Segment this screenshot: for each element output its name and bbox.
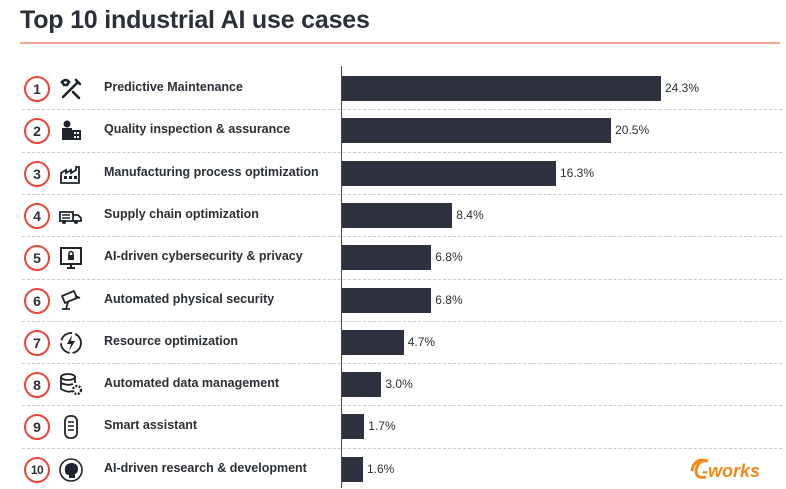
- bar: [342, 245, 432, 271]
- table-row: 4 Supply chain optimization 8.4%: [0, 195, 786, 235]
- bar: [342, 414, 365, 440]
- security-camera-icon: [58, 288, 84, 314]
- value-label: 8.4%: [456, 207, 484, 222]
- rank-badge: 5: [24, 245, 50, 272]
- table-row: 2 Quality inspection & assurance 20.5%: [0, 110, 786, 150]
- table-row: 6 Automated physical security 6.8%: [0, 280, 786, 320]
- rank-badge: 7: [24, 329, 50, 356]
- value-label: 1.6%: [367, 461, 395, 476]
- row-divider: [22, 447, 782, 449]
- value-label: 20.5%: [615, 123, 650, 138]
- table-row: 7 Resource optimization 4.7%: [0, 322, 786, 362]
- bar: [342, 160, 556, 186]
- row-divider: [22, 193, 782, 195]
- table-row: 1 Predictive Maintenance 24.3%: [0, 68, 786, 108]
- bar-axis-line: [341, 66, 342, 488]
- rank-badge: 9: [24, 414, 50, 441]
- e-works-logo: -works: [688, 453, 782, 485]
- category-label: Smart assistant: [104, 418, 198, 433]
- bar: [342, 329, 404, 355]
- database-gear-icon: [58, 372, 84, 398]
- category-label: Manufacturing process optimization: [104, 164, 319, 179]
- value-label: 1.7%: [368, 419, 396, 434]
- rank-badge: 3: [24, 160, 50, 187]
- value-label: 4.7%: [407, 334, 436, 349]
- rank-badge: 8: [24, 372, 50, 399]
- svg-text:-works: -works: [702, 461, 760, 481]
- brain-icon: [58, 457, 84, 483]
- row-divider: [22, 363, 782, 365]
- category-label: Resource optimization: [104, 333, 239, 348]
- bar: [342, 372, 382, 398]
- category-label: Quality inspection & assurance: [104, 122, 291, 137]
- bar: [342, 287, 432, 313]
- rank-badge: 2: [24, 118, 50, 145]
- value-label: 16.3%: [560, 165, 595, 180]
- chart-title: Top 10 industrial AI use cases: [20, 6, 370, 34]
- truck-icon: [58, 203, 84, 229]
- value-label: 6.8%: [435, 250, 463, 265]
- bar: [342, 202, 453, 228]
- factory-icon: [58, 161, 84, 187]
- row-divider: [22, 320, 782, 322]
- row-divider: [22, 151, 782, 153]
- rank-badge: 6: [24, 287, 50, 314]
- tools-icon: [58, 76, 84, 102]
- category-label: AI-driven cybersecurity & privacy: [104, 249, 303, 264]
- row-divider: [22, 405, 782, 407]
- energy-cycle-icon: [58, 330, 84, 356]
- category-label: Automated data management: [104, 376, 280, 391]
- category-label: Predictive Maintenance: [104, 80, 243, 94]
- title-underline: [20, 42, 780, 44]
- inspector-icon: [58, 118, 84, 144]
- row-divider: [22, 109, 782, 111]
- value-label: 24.3%: [665, 81, 700, 95]
- category-label: Automated physical security: [104, 291, 275, 306]
- category-label: AI-driven research & development: [104, 460, 307, 475]
- row-divider: [22, 236, 782, 238]
- rank-badge: 10: [24, 456, 50, 483]
- secure-monitor-icon: [58, 245, 84, 271]
- table-row: 8 Automated data management 3.0%: [0, 364, 786, 404]
- row-divider: [22, 278, 782, 280]
- rank-badge: 4: [24, 202, 50, 229]
- value-label: 6.8%: [435, 292, 463, 307]
- value-label: 3.0%: [385, 377, 413, 392]
- bar: [342, 76, 661, 101]
- table-row: 3 Manufacturing process optimization 16.3%: [0, 153, 786, 193]
- bar: [342, 118, 612, 144]
- table-row: 9 Smart assistant 1.7%: [0, 406, 786, 446]
- rank-badge: 1: [24, 76, 50, 102]
- table-row: 10 AI-driven research & development 1.6%: [0, 449, 786, 489]
- bar: [342, 456, 363, 482]
- category-label: Supply chain optimization: [104, 206, 259, 221]
- table-row: 5 AI-driven cybersecurity & privacy 6.8%: [0, 237, 786, 277]
- assistant-icon: [58, 414, 84, 440]
